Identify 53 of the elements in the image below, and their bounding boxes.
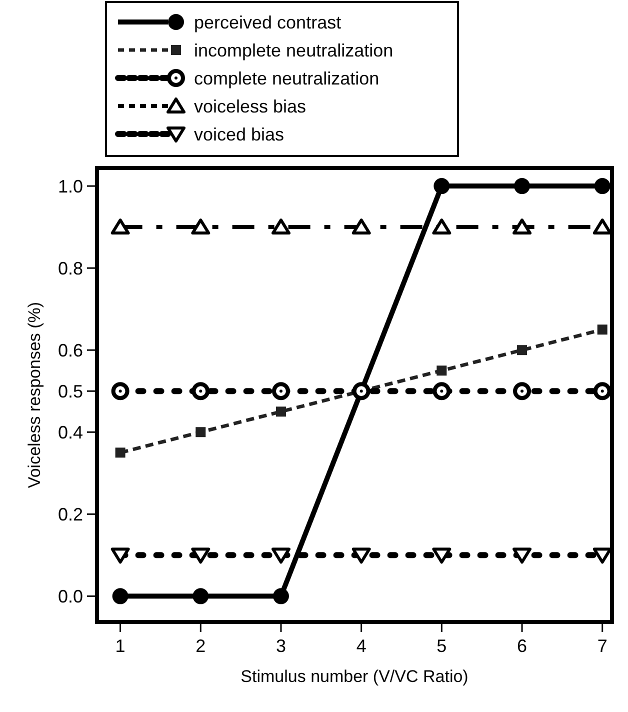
point [593,382,612,400]
y-tick-label: 0.2 [58,504,83,524]
x-tick-label: 5 [436,636,447,656]
point [597,324,608,335]
x-tick-label: 3 [276,636,286,656]
point [432,218,452,235]
y-tick-label: 0.4 [58,422,83,442]
point [110,218,130,235]
legend-label: voiceless bias [194,96,306,116]
point [191,218,210,235]
y-tick-label: 0.8 [58,258,83,278]
point [513,382,532,400]
x-tick-label: 7 [597,636,608,656]
point [432,382,451,400]
point [111,382,130,400]
point [436,366,447,376]
point [271,218,290,235]
point [271,548,290,564]
x-tick-label: 2 [196,636,206,656]
point [517,345,528,356]
legend-label: voiced bias [194,124,284,144]
legend-label: perceived contrast [194,12,342,32]
point [432,548,452,564]
legend-label: incomplete neutralization [194,40,394,60]
x-tick-label: 1 [115,636,126,656]
point [512,548,532,564]
point [352,218,371,235]
point [272,588,289,604]
point [115,448,126,458]
point [272,382,290,400]
point [196,427,206,438]
point [191,548,210,564]
point [594,178,610,194]
x-tick-label: 6 [517,636,528,656]
point [514,178,530,194]
point [592,548,612,564]
point [276,406,286,417]
x-tick-label: 4 [356,636,366,656]
point [192,588,209,604]
point [192,382,210,400]
y-tick-label: 0.0 [58,586,83,606]
point [112,588,128,604]
point [434,178,450,194]
point [352,548,371,564]
y-tick-label: 0.6 [58,340,83,360]
point [512,218,532,235]
legend-label: complete neutralization [194,68,380,88]
point [592,218,612,235]
point [110,548,130,564]
y-tick-label: 1.0 [58,176,83,196]
y-axis-title: Voiceless responses (%) [25,302,44,488]
y-tick-label: 0.5 [58,381,83,402]
x-axis-title: Stimulus number (V/VC Ratio) [240,667,468,686]
